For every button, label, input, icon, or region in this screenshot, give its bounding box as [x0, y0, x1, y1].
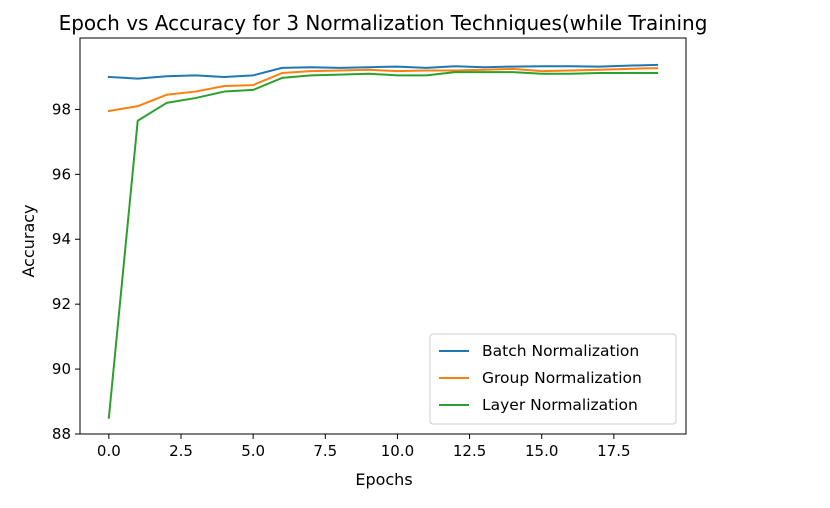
- y-tick-label: 96: [52, 165, 71, 183]
- plot-frame: [79, 37, 687, 435]
- y-axis: 88 90 92 94 96 98: [52, 100, 80, 443]
- y-axis-label: Accuracy: [19, 204, 38, 277]
- x-tick-label: 0.0: [97, 442, 121, 460]
- series-line-batch-normalization: [107, 63, 659, 80]
- x-axis: 0.0 2.5 5.0 7.5 10.0 12.5 15.0 17.5: [97, 434, 631, 460]
- x-tick-label: 2.5: [169, 442, 193, 460]
- series-lines: [107, 63, 659, 419]
- y-tick-label: 94: [52, 230, 71, 248]
- y-tick-label: 88: [52, 425, 71, 443]
- chart-title: Epoch vs Accuracy for 3 Normalization Te…: [59, 11, 708, 35]
- legend-label: Layer Normalization: [482, 396, 638, 414]
- x-tick-label: 10.0: [381, 442, 414, 460]
- y-tick-label: 90: [52, 360, 71, 378]
- legend-label: Batch Normalization: [482, 342, 639, 360]
- legend: Batch Normalization Group Normalization La…: [429, 333, 677, 425]
- legend-box: [429, 333, 677, 425]
- legend-label: Group Normalization: [482, 369, 642, 387]
- y-tick-label: 92: [52, 295, 71, 313]
- x-tick-label: 7.5: [313, 442, 337, 460]
- series-line-group-normalization: [107, 67, 659, 113]
- x-axis-label: Epochs: [355, 470, 412, 489]
- y-tick-label: 98: [52, 100, 71, 118]
- series-line-layer-normalization: [107, 71, 659, 419]
- x-tick-label: 17.5: [597, 442, 630, 460]
- x-tick-label: 12.5: [453, 442, 486, 460]
- x-tick-label: 5.0: [241, 442, 265, 460]
- x-tick-label: 15.0: [525, 442, 558, 460]
